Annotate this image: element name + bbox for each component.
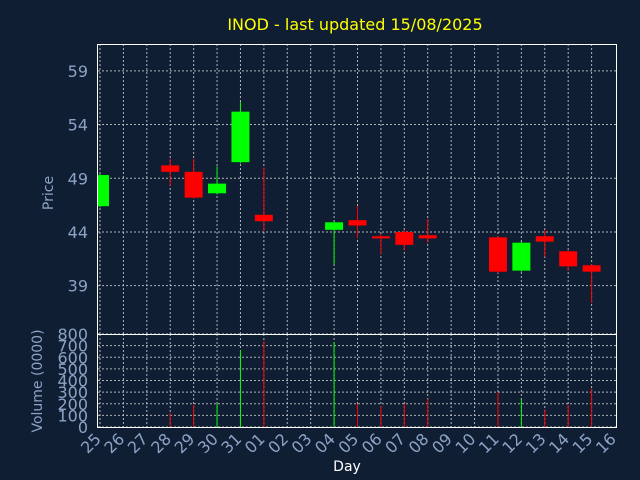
candle-body bbox=[98, 175, 109, 207]
volume-tick-label: 400 bbox=[57, 372, 88, 391]
price-tick-label: 59 bbox=[68, 62, 88, 81]
candle-body bbox=[161, 165, 180, 172]
volume-tick-label: 100 bbox=[57, 406, 88, 425]
candle-15 bbox=[582, 264, 601, 303]
candle-body bbox=[208, 183, 227, 194]
price-tick-label: 54 bbox=[68, 116, 88, 135]
volume-axis-label: Volume (0000) bbox=[30, 329, 46, 432]
candle-25 bbox=[98, 173, 109, 208]
candle-12 bbox=[512, 241, 531, 272]
candle-28 bbox=[161, 158, 180, 186]
candle-31 bbox=[231, 102, 250, 164]
candle-body bbox=[371, 236, 390, 239]
candle-13 bbox=[535, 229, 554, 257]
candle-body bbox=[395, 231, 414, 245]
candle-04 bbox=[325, 221, 344, 265]
candle-08 bbox=[418, 219, 437, 243]
candle-body bbox=[582, 265, 601, 272]
candle-11 bbox=[488, 236, 507, 273]
candles bbox=[98, 102, 601, 303]
price-tick-label: 39 bbox=[68, 277, 88, 296]
price-tick-label: 49 bbox=[68, 169, 88, 188]
volume-bars bbox=[169, 340, 593, 427]
volume-tick-label: 700 bbox=[57, 337, 88, 356]
candle-body bbox=[325, 222, 344, 230]
candle-body bbox=[184, 171, 203, 198]
candle-body bbox=[512, 242, 531, 271]
price-tick-label: 44 bbox=[68, 223, 88, 242]
candle-06 bbox=[371, 234, 390, 255]
candle-body bbox=[348, 220, 367, 226]
candle-14 bbox=[559, 250, 578, 271]
candle-body bbox=[254, 214, 273, 222]
candle-07 bbox=[395, 229, 414, 251]
volume-tick-label: 800 bbox=[57, 325, 88, 344]
candle-05 bbox=[348, 206, 367, 239]
volume-tick-label: 0 bbox=[78, 418, 88, 437]
candle-29 bbox=[184, 158, 203, 199]
x-axis-label: Day bbox=[333, 459, 361, 475]
chart-title: INOD - last updated 15/08/2025 bbox=[227, 15, 482, 34]
price-gridlines bbox=[98, 44, 616, 334]
candle-30 bbox=[208, 166, 227, 195]
volume-panel-frame bbox=[97, 334, 617, 428]
volume-tick-label: 200 bbox=[57, 395, 88, 414]
candle-body bbox=[418, 235, 437, 239]
price-axis-label: Price bbox=[41, 176, 57, 210]
volume-tick-label: 500 bbox=[57, 360, 88, 379]
price-tick-labels: 39 44 49 54 59 bbox=[68, 62, 88, 296]
candle-01 bbox=[254, 167, 273, 231]
candle-body bbox=[231, 111, 250, 163]
volume-tick-label: 300 bbox=[57, 383, 88, 402]
day-tick-label: 16 bbox=[592, 429, 620, 457]
candle-body bbox=[535, 236, 554, 242]
day-tick-labels: 2526272829303101020304050607080910111213… bbox=[77, 429, 620, 457]
volume-tick-label: 600 bbox=[57, 348, 88, 367]
candle-body bbox=[559, 251, 578, 267]
candle-body bbox=[488, 237, 507, 272]
